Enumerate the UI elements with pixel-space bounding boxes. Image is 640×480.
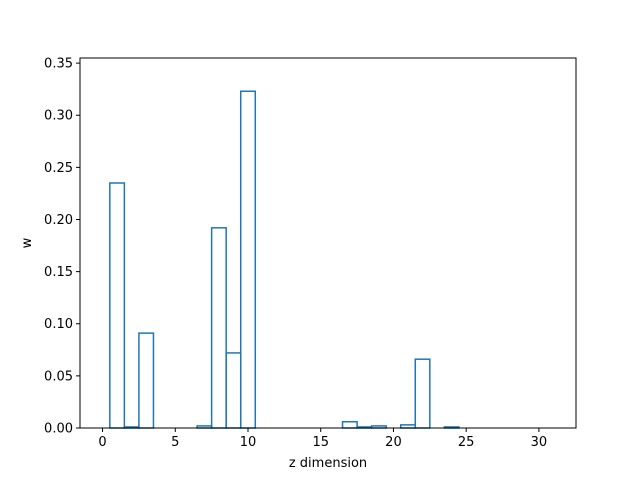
x-axis-label: z dimension [289, 456, 367, 471]
x-tick-label: 5 [171, 435, 179, 450]
axes-frame [79, 57, 577, 429]
y-tick-label: 0.10 [44, 317, 73, 332]
x-axis-ticks: 0 5 10 15 20 25 30 [98, 428, 547, 450]
x-tick-label: 30 [531, 435, 548, 450]
y-tick-label: 0.30 [44, 109, 73, 124]
y-tick-label: 0.35 [44, 57, 73, 72]
x-tick-label: 0 [98, 435, 106, 450]
x-tick-label: 20 [385, 435, 402, 450]
y-axis-label: w [20, 237, 35, 248]
y-tick-label: 0.15 [44, 265, 73, 280]
x-tick-label: 15 [312, 435, 329, 450]
y-tick-label: 0.25 [44, 161, 73, 176]
y-tick-label: 0.00 [44, 422, 73, 437]
y-axis-ticks: 0.00 0.05 0.10 0.15 0.20 0.25 0.30 0.35 [44, 57, 80, 437]
x-tick-label: 25 [458, 435, 475, 450]
y-tick-label: 0.05 [44, 369, 73, 384]
y-tick-label: 0.20 [44, 213, 73, 228]
x-tick-label: 10 [240, 435, 257, 450]
